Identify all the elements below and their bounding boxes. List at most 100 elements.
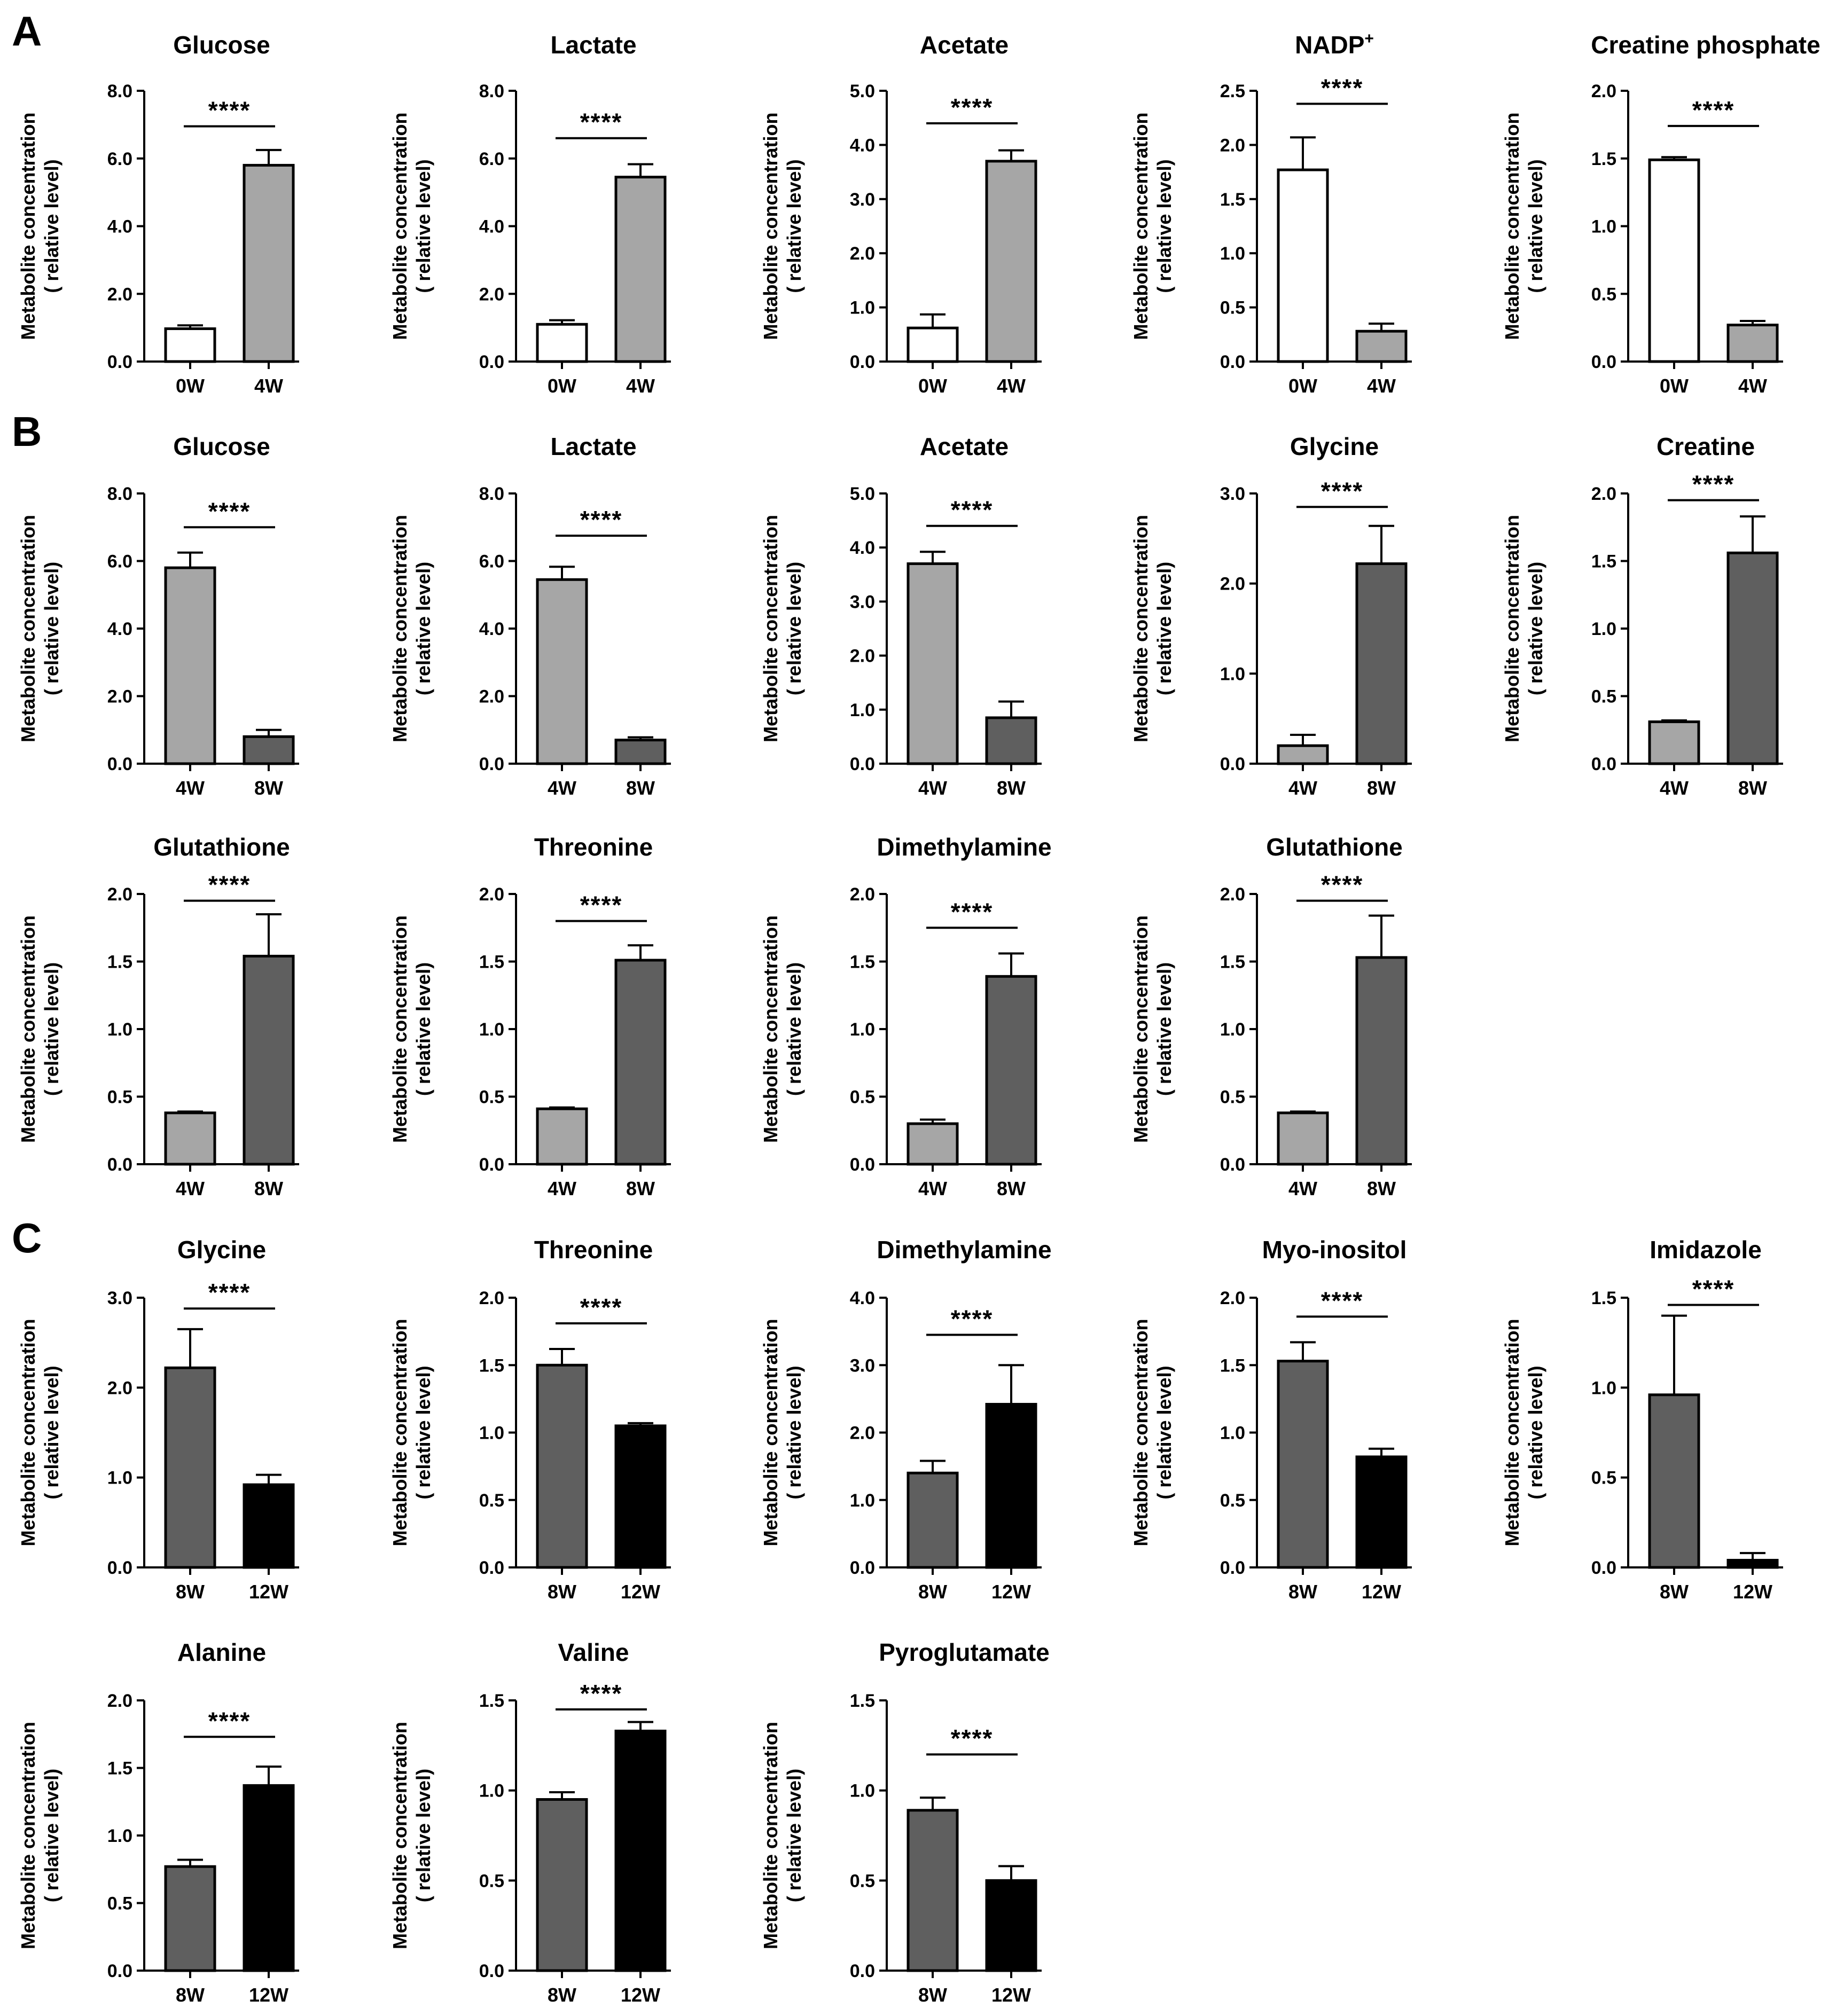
chart-b-threonine: Threonine Metabolite concentration( relat… (389, 833, 671, 1199)
chart-c-valine: Valine Metabolite concentration( relative… (389, 1638, 671, 2006)
bar-12w (985, 1879, 1037, 1972)
y-tick-label: 1.0 (107, 1468, 132, 1488)
bar-0w (164, 327, 216, 363)
x-category-label: 0W (918, 375, 947, 397)
y-tick-label: 1.0 (1591, 217, 1616, 237)
y-tick-label: 3.0 (1220, 484, 1245, 504)
y-tick-label: 3.0 (850, 592, 875, 612)
y-tick-label: 6.0 (107, 552, 132, 572)
bar-8w (1648, 1393, 1700, 1569)
bar-4w (1355, 330, 1408, 363)
bar-4w (1726, 324, 1779, 363)
significance-label: **** (580, 1680, 623, 1707)
y-axis-label-line-1: Metabolite concentration (1130, 515, 1152, 742)
significance-label: **** (580, 1293, 623, 1321)
x-category-label: 12W (621, 1984, 660, 2006)
y-axis-label-line-1: Metabolite concentration (389, 915, 411, 1143)
y-axis-label-line-2: ( relative level) (783, 962, 805, 1096)
y-tick-label: 2.0 (479, 687, 504, 707)
panel-letter-a: A (12, 7, 42, 54)
y-axis-label-line-1: Metabolite concentration (1130, 915, 1152, 1143)
bar-0w (536, 323, 588, 363)
chart-c-glycine: Glycine Metabolite concentration( relativ… (17, 1236, 299, 1603)
y-tick-label: 0.5 (479, 1087, 504, 1108)
significance-label: **** (951, 1305, 994, 1332)
chart-title-text: Threonine (534, 833, 653, 861)
y-axis-label-line-1: Metabolite concentration (17, 1722, 39, 1949)
y-tick-label: 2.5 (1220, 81, 1245, 101)
bar-12w (614, 1424, 667, 1569)
y-axis-label-line-1: Metabolite concentration (760, 112, 782, 340)
x-category-label: 8W (626, 777, 655, 799)
chart-title-text: Glutathione (153, 833, 290, 861)
y-tick-label: 4.0 (479, 619, 504, 639)
chart-title-text: Creatine phosphate (1591, 31, 1820, 59)
y-tick-label: 1.5 (479, 1691, 504, 1711)
chart-title: Acetate (920, 433, 1009, 460)
y-tick-label: 2.0 (107, 284, 132, 304)
y-axis-label-line-2: ( relative level) (1525, 562, 1546, 695)
bar-8w (614, 959, 667, 1166)
y-tick-label: 0.5 (1220, 298, 1245, 318)
y-tick-label: 6.0 (479, 149, 504, 169)
y-axis-label-line-1: Metabolite concentration (17, 112, 39, 340)
x-category-label: 0W (1288, 375, 1317, 397)
y-tick-label: 1.0 (1591, 619, 1616, 639)
y-axis-label-line-2: ( relative level) (1525, 159, 1546, 293)
chart-title-text: Glucose (173, 433, 270, 460)
x-category-label: 4W (1367, 375, 1396, 397)
panel-letter-b: B (12, 408, 42, 455)
significance-label: **** (208, 1707, 251, 1735)
chart-c-alanine: Alanine Metabolite concentration( relativ… (17, 1638, 299, 2006)
chart-title-text: NADP (1295, 31, 1364, 59)
panel-letter-c: C (12, 1214, 42, 1261)
y-tick-label: 1.5 (1220, 1355, 1245, 1376)
y-tick-label: 0.0 (107, 1155, 132, 1175)
bar-4w (536, 578, 588, 765)
y-axis-label-line-2: ( relative level) (41, 159, 62, 293)
y-axis-label-line-1: Metabolite concentration (760, 1722, 782, 1949)
y-axis-label-line-2: ( relative level) (783, 159, 805, 293)
x-category-label: 4W (918, 1178, 947, 1199)
bar-4w (907, 562, 959, 765)
y-tick-label: 0.5 (850, 1087, 875, 1108)
chart-a-creatine-phosphate: Creatine phosphate Metabolite concentrati… (1501, 31, 1820, 397)
y-tick-label: 4.0 (850, 135, 875, 155)
y-axis-label-line-1: Metabolite concentration (389, 515, 411, 742)
y-tick-label: 8.0 (107, 81, 132, 101)
y-tick-label: 5.0 (850, 81, 875, 101)
chart-title-text: Alanine (177, 1638, 266, 1666)
x-category-label: 8W (918, 1984, 947, 2006)
y-tick-label: 1.0 (850, 1781, 875, 1801)
bar-8w (164, 1366, 216, 1569)
y-tick-label: 0.0 (107, 754, 132, 774)
y-tick-label: 4.0 (850, 1288, 875, 1308)
bar-12w (243, 1784, 295, 1972)
chart-title-text: Dimethylamine (877, 1236, 1051, 1264)
x-category-label: 0W (548, 375, 576, 397)
chart-title: Alanine (177, 1638, 266, 1666)
y-axis-label-line-2: ( relative level) (41, 562, 62, 695)
y-axis-label-line-1: Metabolite concentration (1501, 112, 1523, 340)
y-tick-label: 1.0 (107, 1019, 132, 1040)
chart-title: Glutathione (1266, 833, 1403, 861)
y-tick-label: 0.0 (1220, 352, 1245, 372)
y-tick-label: 0.5 (479, 1491, 504, 1511)
y-tick-label: 1.0 (850, 700, 875, 720)
y-tick-label: 2.0 (479, 1288, 504, 1308)
chart-b-dimethylamine: Dimethylamine Metabolite concentration( r… (760, 833, 1052, 1199)
chart-title-text: Dimethylamine (877, 833, 1051, 861)
chart-title: Lactate (550, 31, 636, 59)
y-tick-label: 0.5 (1591, 687, 1616, 707)
y-tick-label: 0.0 (1591, 1558, 1616, 1578)
y-tick-label: 0.0 (1220, 1558, 1245, 1578)
y-axis-label-line-2: ( relative level) (412, 1366, 434, 1499)
bar-8w (243, 735, 295, 765)
bar-8w (536, 1798, 588, 1972)
y-tick-label: 0.5 (1220, 1491, 1245, 1511)
y-tick-label: 1.0 (1220, 244, 1245, 264)
significance-label: **** (951, 898, 994, 925)
y-tick-label: 1.5 (1591, 1288, 1616, 1308)
x-category-label: 12W (621, 1581, 660, 1603)
y-axis-label-line-1: Metabolite concentration (1501, 1319, 1523, 1546)
